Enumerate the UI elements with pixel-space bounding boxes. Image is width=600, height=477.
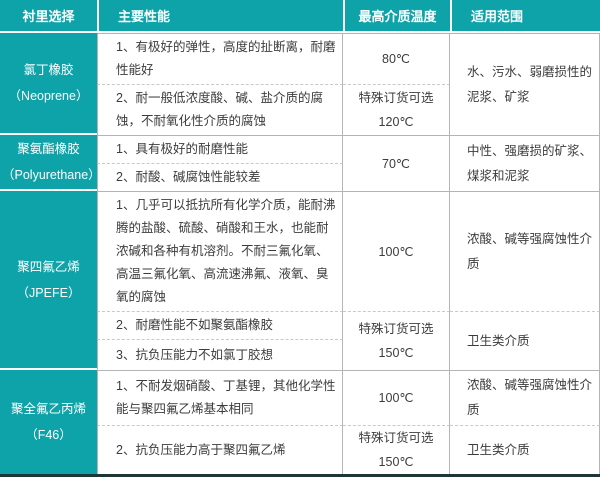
range-cell: 浓酸、碱等强腐蚀性介质: [450, 191, 600, 311]
material-cell-polyurethane: 聚氨酯橡胶 （Polyurethane）: [0, 135, 101, 191]
material-cell-f46: 聚全氟乙丙烯 （F46）: [0, 370, 97, 474]
header-main-performance: 主要性能: [97, 0, 343, 33]
table-row: 聚全氟乙丙烯 （F46） 1、不耐发烟硝酸、丁基锂，其他化学性能与聚四氟乙烯基本…: [0, 370, 600, 474]
table-row: 聚四氟乙烯 （JPEFE） 1、几乎可以抵抗所有化学介质，能耐沸腾的盐酸、硫酸、…: [0, 191, 600, 370]
range-cell: 卫生类介质: [450, 425, 600, 474]
temperature-cell: 80℃: [343, 33, 450, 84]
performance-cell: 2、耐磨性能不如聚氨酯橡胶: [97, 311, 343, 339]
header-applicable-range: 适用范围: [450, 0, 600, 33]
table-row: 3、抗负压能力不如氯丁胶想: [0, 339, 600, 370]
performance-cell: 1、不耐发烟硝酸、丁基锂，其他化学性能与聚四氟乙烯基本相同: [97, 370, 343, 425]
performance-cell: 3、抗负压能力不如氯丁胶想: [97, 339, 343, 370]
performance-cell: 1、几乎可以抵抗所有化学介质，能耐沸腾的盐酸、硫酸、硝酸和王水，也能耐浓碱和各种…: [97, 191, 343, 311]
material-en-name: （F46）: [25, 428, 72, 442]
header-lining-selection: 衬里选择: [0, 0, 97, 33]
range-cell: 卫生类介质: [450, 311, 600, 370]
table-row: 2、耐酸、碱腐蚀性能较差: [0, 163, 600, 191]
range-cell: 浓酸、碱等强腐蚀性介质: [450, 370, 600, 425]
material-en-name: （JPEFE）: [16, 285, 81, 300]
table-row: 2、耐磨性能不如聚氨酯橡胶 特殊订货可选 150℃ 卫生类介质: [0, 311, 600, 370]
material-name: 聚全氟乙丙烯: [10, 402, 86, 416]
material-name: 氯丁橡胶: [23, 63, 74, 77]
temperature-cell: 100℃: [343, 191, 450, 311]
performance-cell: 1、有极好的弹性，高度的扯断离，耐磨性能好: [97, 33, 343, 84]
header-max-medium-temperature: 最高介质温度: [343, 0, 450, 33]
material-en-name: （Polyurethane）: [2, 168, 101, 182]
performance-cell: 2、抗负压能力高于聚四氟乙烯: [97, 425, 343, 474]
material-name: 聚四氟乙烯: [17, 259, 80, 274]
material-cell-ptfe: 聚四氟乙烯 （JPEFE）: [0, 191, 97, 370]
temperature-cell: 100℃: [343, 370, 450, 425]
performance-cell: 2、耐酸、碱腐蚀性能较差: [97, 163, 343, 191]
table-row: 氯丁橡胶 （Neoprene） 1、有极好的弹性，高度的扯断离，耐磨性能好 80…: [0, 33, 600, 135]
material-en-name: （Neoprene）: [8, 89, 89, 103]
range-cell: 中性、强磨损的矿浆、煤浆和泥浆: [450, 135, 600, 191]
table-row: 2、耐一般低浓度酸、碱、盐介质的腐蚀，不耐氧化性介质的腐蚀 特殊订货可选 120…: [0, 84, 600, 135]
temperature-cell: 特殊订货可选 120℃: [343, 84, 450, 135]
temperature-cell: 特殊订货可选 150℃: [343, 425, 450, 474]
material-name: 聚氨酯橡胶: [17, 142, 80, 156]
temperature-cell: 70℃: [343, 135, 450, 191]
material-cell-neoprene: 氯丁橡胶 （Neoprene）: [0, 33, 97, 135]
performance-cell: 1、具有极好的耐磨性能: [97, 135, 343, 163]
performance-cell: 2、耐一般低浓度酸、碱、盐介质的腐蚀，不耐氧化性介质的腐蚀: [97, 84, 343, 135]
temperature-cell: 特殊订货可选 150℃: [343, 311, 450, 370]
header-row: 衬里选择 主要性能 最高介质温度 适用范围: [0, 0, 600, 33]
range-cell: 水、污水、弱磨损性的泥浆、矿浆: [450, 33, 600, 135]
table-row: 聚氨酯橡胶 （Polyurethane） 1、具有极好的耐磨性能 70℃ 中性、…: [0, 135, 600, 191]
